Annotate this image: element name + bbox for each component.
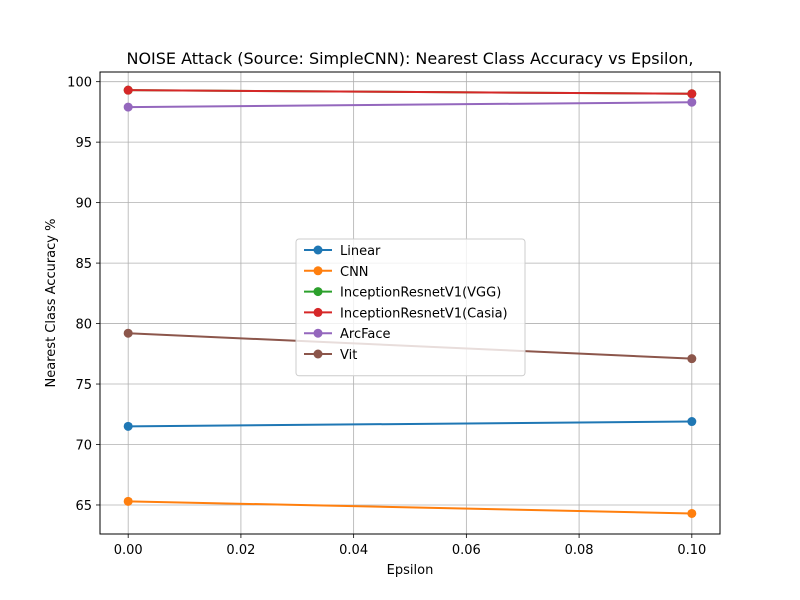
data-point-arcface [687, 97, 697, 107]
y-tick-label: 75 [75, 378, 92, 393]
data-point-linear [123, 421, 133, 431]
y-axis-label: Nearest Class Accuracy % [44, 219, 59, 388]
plot-frame [99, 71, 721, 535]
x-tick-label: 0.00 [114, 543, 143, 558]
y-tick-label: 95 [75, 136, 92, 151]
legend-marker [313, 349, 323, 359]
x-tick-label: 0.02 [226, 543, 255, 558]
y-tick-label: 65 [75, 499, 92, 514]
legend-marker [313, 287, 323, 297]
legend-marker [313, 328, 323, 338]
data-point-linear [687, 417, 697, 427]
x-tick-label: 0.10 [677, 543, 706, 558]
y-tick-label: 85 [75, 257, 92, 272]
series-inceptionresnetv1-casia [123, 85, 697, 99]
legend-item: Vit [304, 348, 357, 363]
series-line-arcface [128, 101, 692, 109]
series-linear [123, 417, 697, 431]
y-tick-label: 100 [67, 76, 92, 91]
legend-item: InceptionResnetV1(Casia) [304, 306, 508, 321]
data-point-inceptionresnetv1-casia [687, 89, 697, 99]
legend-label: ArcFace [340, 327, 391, 342]
x-axis-label: Epsilon [387, 563, 434, 578]
y-axis: 65 70 75 80 85 90 95 100 [67, 76, 100, 514]
legend-marker [313, 307, 323, 317]
series-line-cnn [128, 500, 692, 515]
x-tick-label: 0.04 [339, 543, 368, 558]
y-tick-label: 80 [75, 318, 92, 333]
legend-item: ArcFace [304, 327, 391, 342]
series-layer [123, 85, 697, 518]
data-point-vit [687, 354, 697, 364]
legend-label: InceptionResnetV1(VGG) [340, 286, 501, 301]
data-point-vit [123, 328, 133, 338]
series-arcface [123, 97, 697, 112]
x-axis: 0.00 0.02 0.04 0.06 0.08 0.10 [114, 534, 706, 558]
legend-label: Linear [340, 244, 381, 259]
y-tick-label: 70 [75, 439, 92, 454]
series-line-linear [128, 420, 692, 428]
data-point-cnn [123, 496, 133, 506]
legend-box [295, 238, 526, 377]
legend-item: Linear [304, 244, 381, 259]
chart-title: NOISE Attack (Source: SimpleCNN): Neares… [126, 49, 693, 68]
legend-label: InceptionResnetV1(Casia) [340, 306, 508, 321]
legend-item: InceptionResnetV1(VGG) [304, 286, 501, 301]
legend-label: Vit [340, 348, 357, 363]
grid-lines [100, 72, 720, 534]
legend-marker [313, 266, 323, 276]
legend: Linear CNN InceptionResnetV1(VGG) Inception… [295, 238, 526, 377]
x-tick-label: 0.08 [565, 543, 594, 558]
data-point-inceptionresnetv1-casia [123, 85, 133, 95]
legend-marker [313, 245, 323, 255]
y-tick-label: 90 [75, 197, 92, 212]
data-point-cnn [687, 508, 697, 518]
x-tick-label: 0.06 [452, 543, 481, 558]
series-cnn [123, 496, 697, 518]
legend-item: CNN [304, 265, 369, 280]
data-point-arcface [123, 102, 133, 112]
series-line-inceptionresnetv1-casia [128, 89, 692, 95]
legend-label: CNN [340, 265, 369, 280]
